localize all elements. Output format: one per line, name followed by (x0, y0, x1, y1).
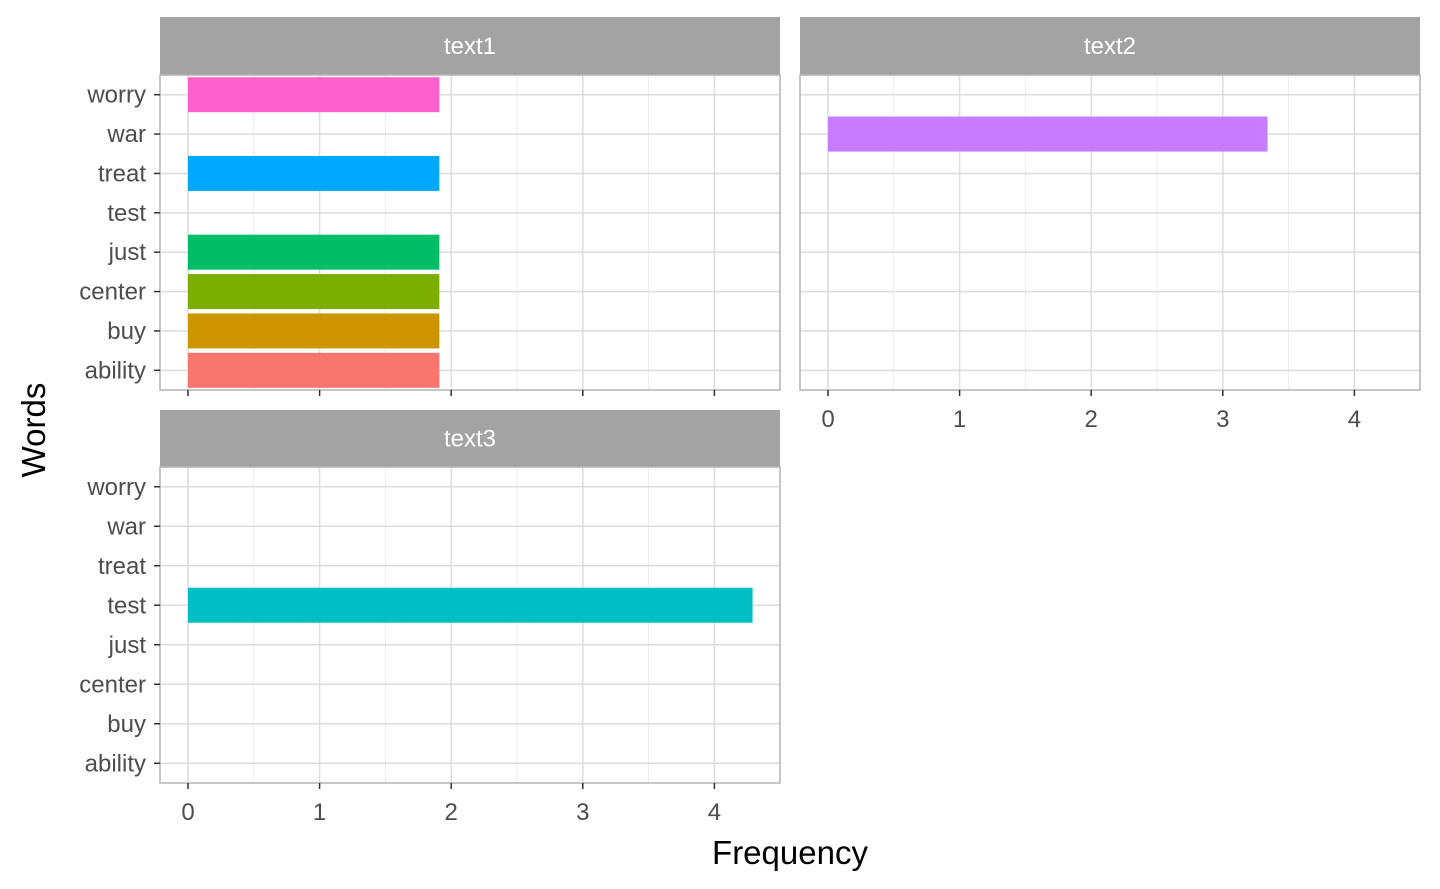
bar-center (188, 274, 440, 310)
x-tick-label-3: 3 (1216, 406, 1229, 433)
panel-border (159, 74, 781, 391)
y-tick-label-buy: buy (107, 711, 146, 738)
x-axis-title: Frequency (712, 834, 868, 871)
y-tick-label-just: just (108, 239, 147, 266)
y-tick-label-test: test (107, 200, 146, 227)
facet-panel-text1: text1 ability buy center just test treat war wor… (79, 17, 781, 396)
strip-background (160, 17, 780, 75)
x-tick-label-1: 1 (953, 406, 966, 433)
strip-label: text2 (1084, 33, 1136, 60)
facet-panel-text2: text2 0 1 2 3 4 (799, 17, 1421, 433)
y-tick-label-worry: worry (86, 82, 146, 109)
x-tick-label-2: 2 (445, 799, 458, 826)
bar-just (188, 234, 440, 270)
x-tick-label-0: 0 (181, 799, 194, 826)
strip-label: text3 (444, 426, 496, 453)
y-tick-label-ability: ability (85, 357, 146, 384)
panel-background (160, 467, 780, 783)
x-tick-label-1: 1 (313, 799, 326, 826)
y-tick-label-buy: buy (107, 318, 146, 345)
y-tick-label-war: war (106, 513, 146, 540)
y-tick-label-treat: treat (98, 160, 146, 187)
y-tick-label-worry: worry (86, 474, 146, 501)
x-tick-label-2: 2 (1085, 406, 1098, 433)
bar-ability (188, 352, 440, 388)
y-tick-label-just: just (108, 632, 147, 659)
y-tick-label-treat: treat (98, 553, 146, 580)
panel-border (159, 466, 781, 784)
bar-war (828, 116, 1268, 152)
bar-test (188, 587, 753, 623)
bar-worry (188, 77, 440, 113)
x-tick-label-3: 3 (576, 799, 589, 826)
x-tick-label-0: 0 (821, 406, 834, 433)
y-tick-label-center: center (79, 671, 146, 698)
y-tick-label-test: test (107, 592, 146, 619)
x-tick-label-4: 4 (1348, 406, 1361, 433)
y-tick-label-war: war (106, 121, 146, 148)
strip-background (800, 17, 1420, 75)
y-tick-label-center: center (79, 279, 146, 306)
strip-background (160, 410, 780, 467)
panel-border (799, 74, 1421, 391)
facet-panel-text3: text3 ability buy center just test treat war wor… (79, 410, 781, 826)
bar-buy (188, 313, 440, 349)
y-axis-title: Words (15, 383, 52, 478)
strip-label: text1 (444, 33, 496, 60)
bar-treat (188, 155, 440, 191)
y-tick-label-ability: ability (85, 750, 146, 777)
x-tick-label-4: 4 (708, 799, 721, 826)
